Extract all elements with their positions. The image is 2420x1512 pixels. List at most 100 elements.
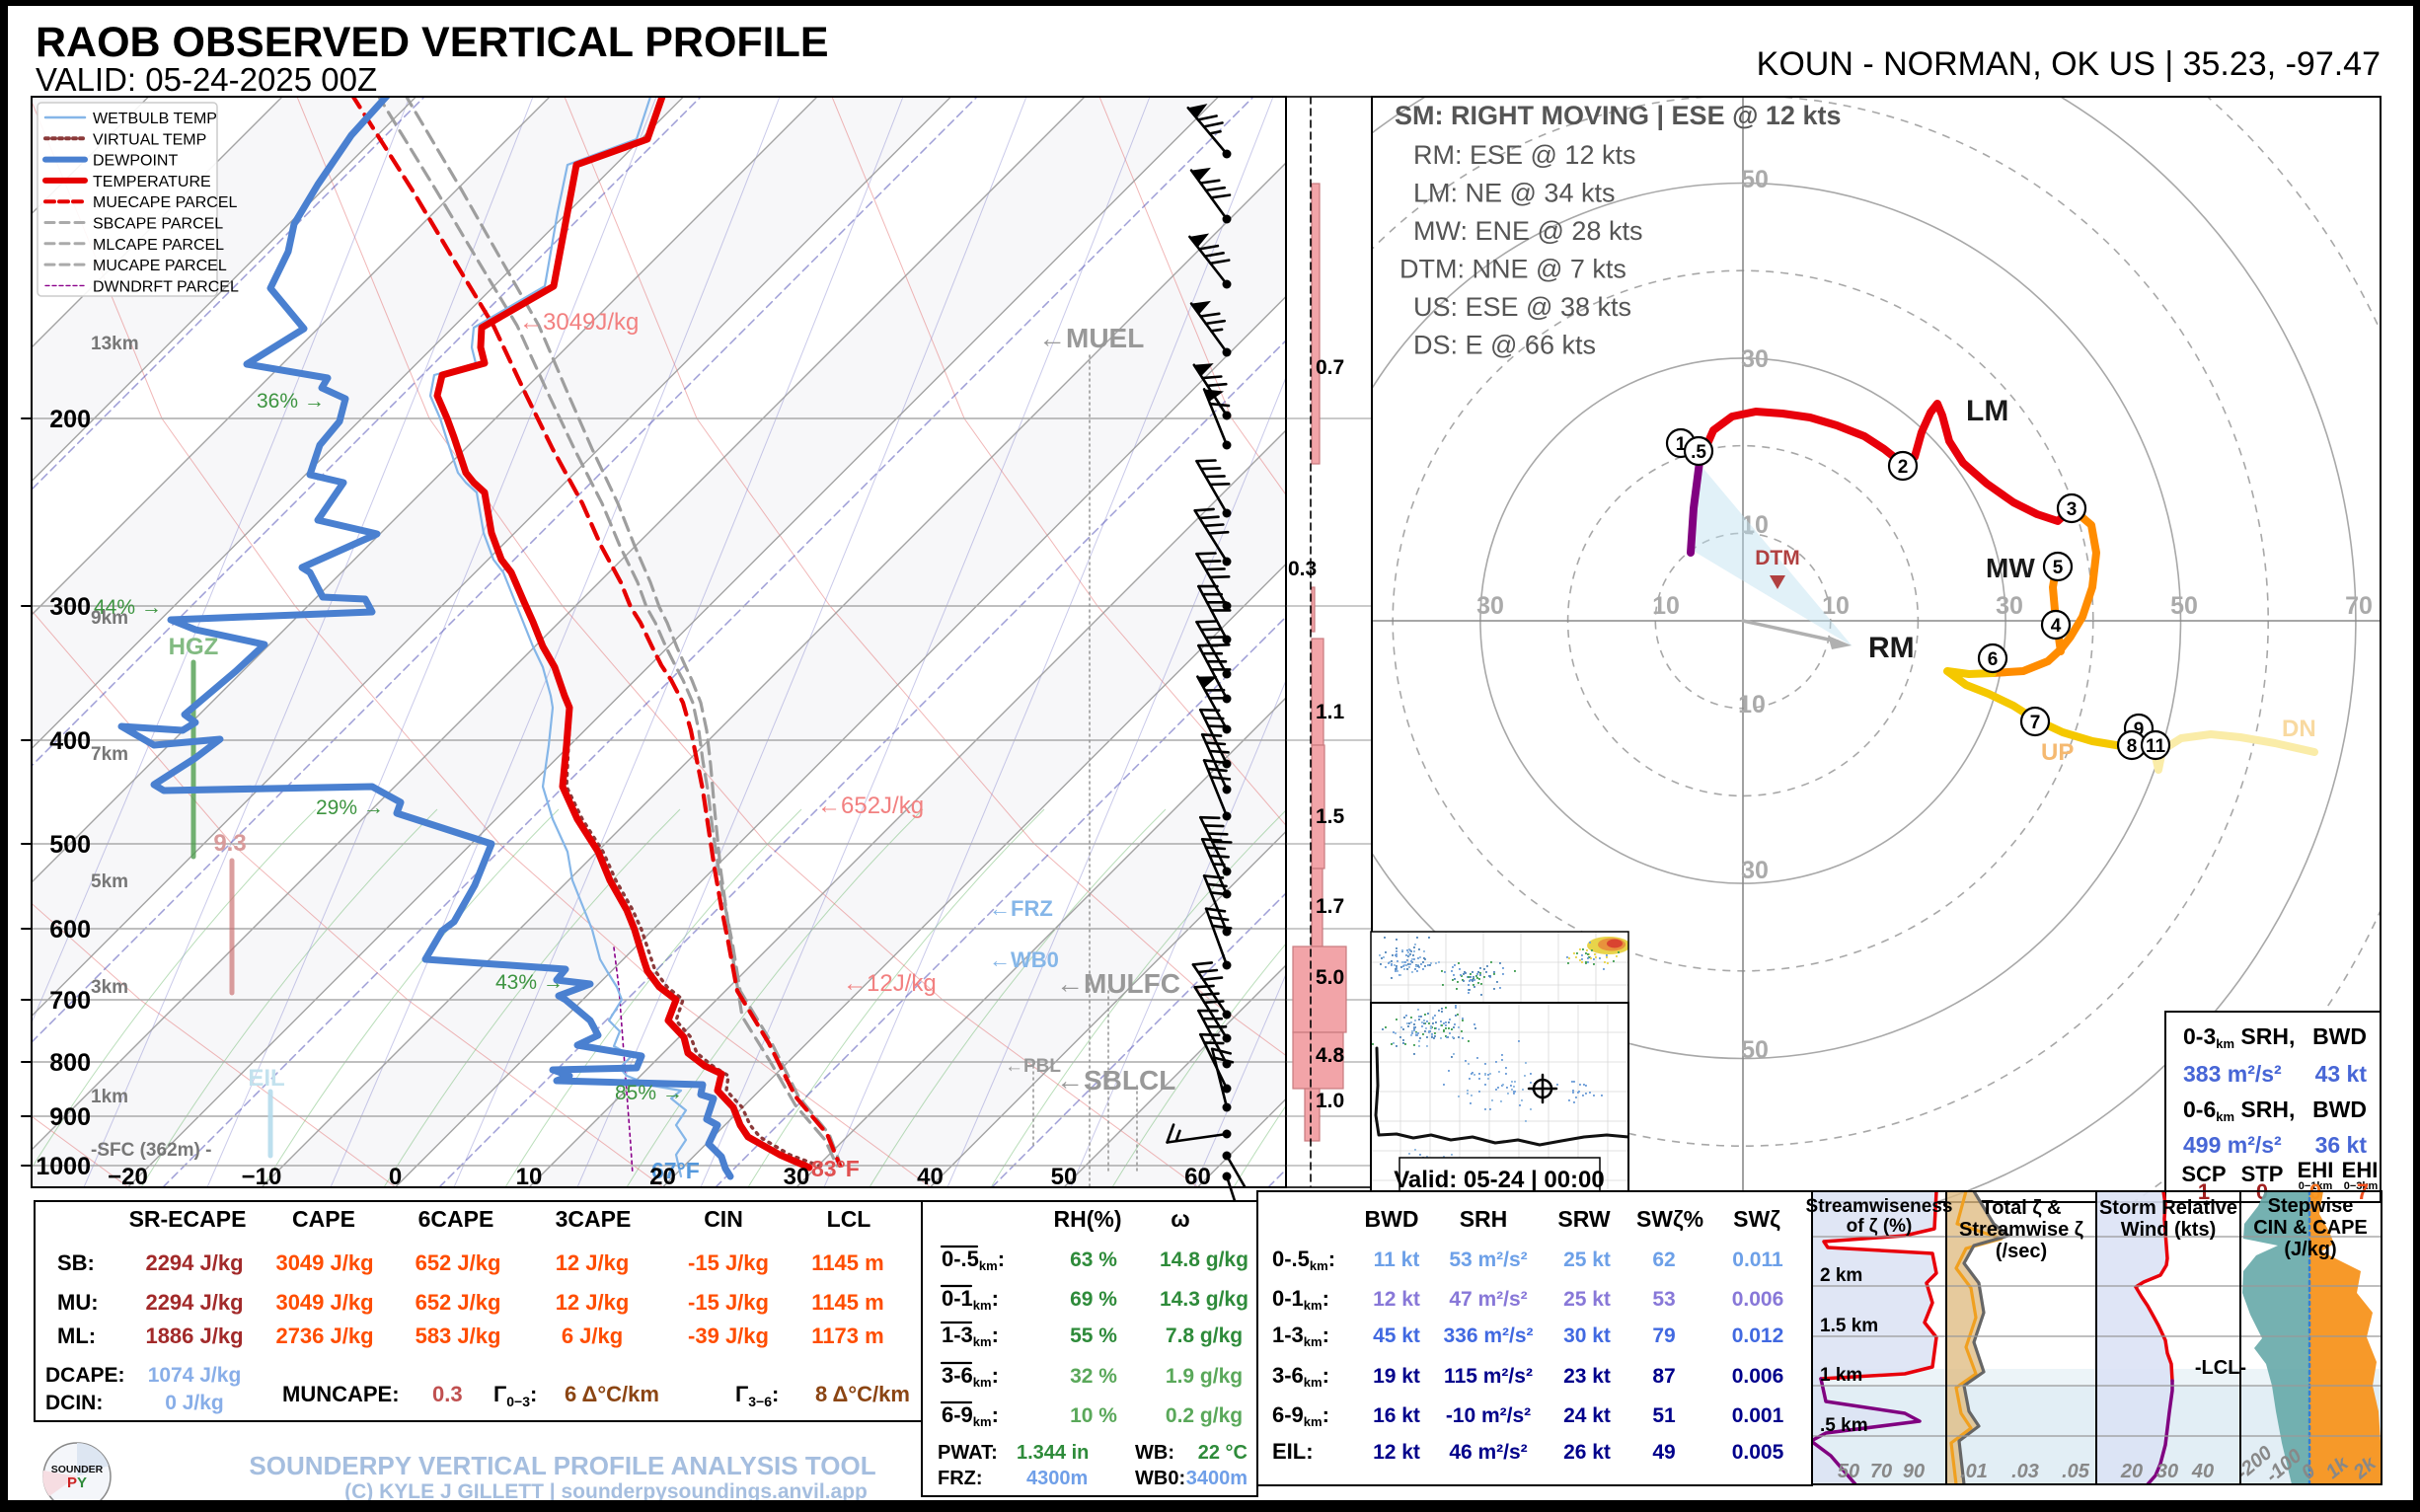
svg-text:0.7: 0.7	[1316, 356, 1344, 379]
svg-text:(C) KYLE J GILLETT | sounderpy: (C) KYLE J GILLETT | sounderpysoundings.…	[344, 1480, 868, 1503]
svg-text:9: 9	[2134, 719, 2145, 740]
svg-text:LM: NE @ 34 kts: LM: NE @ 34 kts	[1413, 179, 1615, 208]
svg-text:LM: LM	[1966, 395, 2008, 427]
svg-text:←FRZ: ←FRZ	[989, 896, 1053, 921]
svg-text:0−1km: 0−1km	[2299, 1180, 2333, 1192]
svg-text:583 J/kg: 583 J/kg	[416, 1323, 501, 1348]
svg-text:0.012: 0.012	[1732, 1324, 1784, 1347]
svg-text:-15 J/kg: -15 J/kg	[688, 1250, 769, 1275]
svg-text:HGZ: HGZ	[169, 634, 219, 660]
svg-text:0.2 g/kg: 0.2 g/kg	[1166, 1404, 1243, 1427]
svg-text:DS: E @ 66 kts: DS: E @ 66 kts	[1413, 331, 1596, 360]
svg-text:2294 J/kg: 2294 J/kg	[145, 1250, 243, 1275]
svg-text:12 kt: 12 kt	[1373, 1441, 1420, 1464]
svg-text:←MULFC: ←MULFC	[1056, 968, 1180, 999]
svg-text:.03: .03	[2011, 1461, 2039, 1482]
svg-text:85% →: 85% →	[615, 1082, 683, 1104]
svg-text:50: 50	[1741, 1036, 1769, 1064]
svg-text:30 kt: 30 kt	[1563, 1324, 1611, 1347]
svg-text:30: 30	[1741, 857, 1769, 884]
svg-text:13km: 13km	[91, 334, 139, 354]
svg-text:MW: ENE @ 28 kts: MW: ENE @ 28 kts	[1413, 216, 1642, 246]
svg-text:43 kt: 43 kt	[2315, 1061, 2368, 1087]
svg-text:0.006: 0.006	[1732, 1288, 1784, 1311]
svg-text:SR-ECAPE: SR-ECAPE	[129, 1206, 247, 1232]
svg-text:VIRTUAL TEMP: VIRTUAL TEMP	[93, 131, 206, 148]
svg-text:8: 8	[2127, 736, 2138, 757]
svg-text:BWD: BWD	[2312, 1096, 2367, 1122]
svg-text:4300m: 4300m	[1026, 1468, 1088, 1489]
svg-text:3400m: 3400m	[1186, 1468, 1248, 1489]
svg-text:70: 70	[1870, 1461, 1892, 1482]
svg-text:MUNCAPE:: MUNCAPE:	[282, 1382, 400, 1406]
svg-text:10: 10	[1652, 592, 1680, 620]
svg-text:8 Δ°C/km: 8 Δ°C/km	[815, 1382, 910, 1406]
svg-text:RH(%): RH(%)	[1054, 1206, 1122, 1232]
svg-text:SRW: SRW	[1557, 1206, 1611, 1232]
svg-text:Total ζ &: Total ζ &	[1981, 1197, 2061, 1219]
svg-text:5km: 5km	[91, 871, 128, 892]
svg-text:25 kt: 25 kt	[1563, 1248, 1611, 1271]
svg-text:6 Δ°C/km: 6 Δ°C/km	[565, 1382, 659, 1406]
svg-text:SOUNDER: SOUNDER	[51, 1464, 104, 1475]
svg-text:DTM: NNE @ 7 kts: DTM: NNE @ 7 kts	[1399, 255, 1626, 284]
svg-text:2 km: 2 km	[1820, 1265, 1862, 1286]
svg-text:DTM: DTM	[1755, 547, 1800, 569]
svg-text:2736 J/kg: 2736 J/kg	[275, 1323, 373, 1348]
svg-text:−10: −10	[242, 1164, 282, 1190]
svg-text:26 kt: 26 kt	[1563, 1441, 1611, 1464]
svg-text:55 %: 55 %	[1070, 1324, 1117, 1347]
svg-text:SWζ%: SWζ%	[1636, 1206, 1703, 1232]
svg-text:23 kt: 23 kt	[1563, 1365, 1611, 1388]
svg-text:79: 79	[1652, 1324, 1675, 1347]
svg-text:DEWPOINT: DEWPOINT	[93, 153, 178, 170]
svg-text:.5: .5	[1691, 442, 1706, 463]
svg-text:53 m²/s²: 53 m²/s²	[1449, 1248, 1527, 1271]
svg-text:UP: UP	[2041, 739, 2074, 766]
svg-text:1.5 km: 1.5 km	[1820, 1316, 1878, 1336]
svg-text:KOUN - NORMAN, OK US | 35.23,: KOUN - NORMAN, OK US | 35.23, -97.47	[1757, 45, 2381, 83]
svg-text:0: 0	[389, 1164, 402, 1190]
svg-text:300: 300	[49, 593, 91, 621]
svg-text:-10 m²/s²: -10 m²/s²	[1446, 1404, 1531, 1427]
svg-text:0-1km:: 0-1km:	[1272, 1286, 1329, 1313]
svg-text:EHI: EHI	[2298, 1158, 2334, 1182]
svg-text:70: 70	[2345, 592, 2373, 620]
svg-text:0.3: 0.3	[1288, 558, 1317, 580]
svg-text:BWD: BWD	[1365, 1206, 1419, 1232]
svg-text:LCL: LCL	[827, 1206, 871, 1232]
svg-text:24 kt: 24 kt	[1563, 1404, 1611, 1427]
svg-text:SCP: SCP	[2181, 1162, 2226, 1186]
svg-text:RM: ESE @ 12 kts: RM: ESE @ 12 kts	[1413, 140, 1635, 170]
svg-text:50: 50	[1838, 1461, 1859, 1482]
svg-text:WB:: WB:	[1135, 1442, 1174, 1464]
svg-text:6CAPE: 6CAPE	[418, 1206, 494, 1232]
svg-text:CIN & CAPE: CIN & CAPE	[2253, 1217, 2368, 1239]
svg-text:12 J/kg: 12 J/kg	[556, 1250, 630, 1275]
svg-text:MLCAPE PARCEL: MLCAPE PARCEL	[93, 237, 224, 254]
svg-text:14.3 g/kg: 14.3 g/kg	[1160, 1288, 1248, 1311]
svg-text:90: 90	[1903, 1461, 1925, 1482]
svg-text:WB0:: WB0:	[1135, 1468, 1185, 1489]
svg-text:DWNDRFT PARCEL: DWNDRFT PARCEL	[93, 278, 239, 295]
svg-text:10 %: 10 %	[1070, 1404, 1117, 1427]
svg-text:VALID: 05-24-2025 00Z: VALID: 05-24-2025 00Z	[36, 61, 377, 98]
svg-text:1145 m: 1145 m	[811, 1290, 883, 1315]
svg-text:10: 10	[1738, 691, 1766, 718]
svg-text:SWζ: SWζ	[1733, 1206, 1780, 1232]
svg-text:CIN: CIN	[704, 1206, 743, 1232]
svg-text:800: 800	[49, 1049, 91, 1077]
svg-text:MUECAPE PARCEL: MUECAPE PARCEL	[93, 194, 238, 211]
svg-text:ML:: ML:	[57, 1323, 96, 1348]
svg-text:0−3km: 0−3km	[2344, 1180, 2379, 1192]
svg-text:40: 40	[917, 1164, 944, 1190]
svg-text:←12J/kg: ←12J/kg	[843, 970, 937, 997]
svg-text:20: 20	[2120, 1461, 2143, 1482]
svg-text:1173 m: 1173 m	[811, 1323, 883, 1348]
svg-text:11 kt: 11 kt	[1374, 1248, 1420, 1271]
svg-text:22 °C: 22 °C	[1198, 1442, 1248, 1464]
svg-text:499 m²/s²: 499 m²/s²	[2183, 1132, 2282, 1158]
svg-text:7: 7	[2030, 713, 2041, 733]
svg-text:700: 700	[49, 987, 91, 1015]
svg-text:12 kt: 12 kt	[1373, 1288, 1420, 1311]
